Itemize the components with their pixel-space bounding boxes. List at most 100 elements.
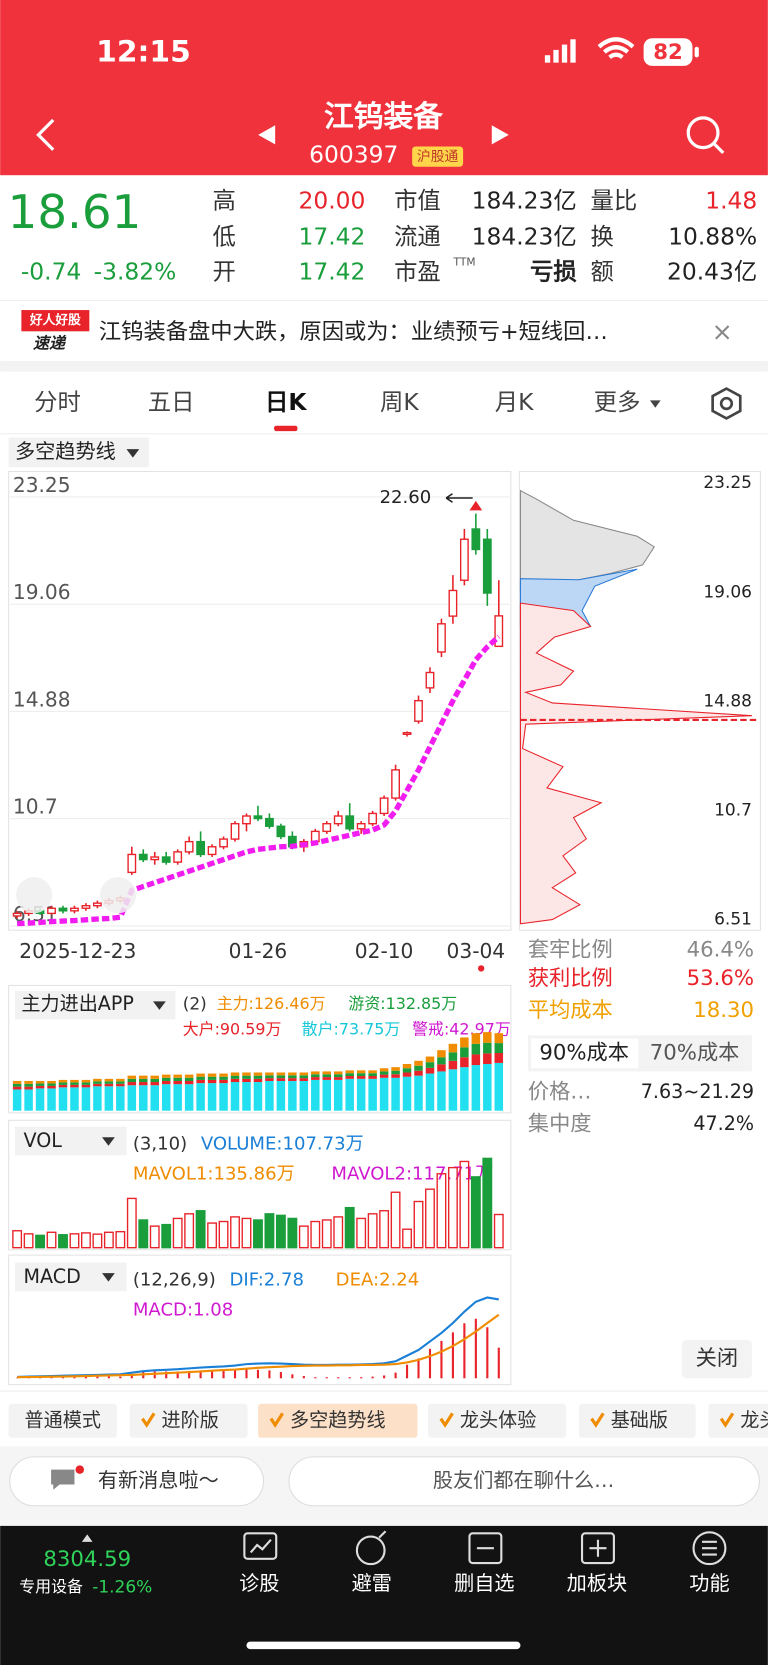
mode-tab[interactable]: 龙头 [740,1408,768,1431]
chat-left[interactable]: 有新消息啦～ [98,1468,219,1492]
profile-red [519,602,752,925]
macd-bar [405,1364,409,1379]
news-text[interactable]: 江钨装备盘中大跌，原因或为：业绩预亏+短线回… [99,319,608,345]
mode-tab[interactable]: 进阶版 [162,1408,219,1431]
mode-tab-bg[interactable] [258,1403,418,1438]
fund-top-part [494,1053,504,1063]
mode-tab-bg[interactable] [578,1403,696,1438]
today-dot [477,965,485,972]
candle-body [265,817,274,827]
fund-top-part [173,1080,182,1085]
fund-top-part [104,1081,114,1084]
fund-select[interactable] [15,990,176,1020]
bottom-item[interactable]: 功能 [689,1571,729,1595]
candle-body [414,699,423,722]
legend-item: DEA:2.24 [336,1270,420,1291]
fund-base [161,1084,171,1111]
indicator-select[interactable] [8,437,149,468]
close-button[interactable] [681,1340,752,1379]
fund-top-part [161,1077,171,1081]
fund-top-part [104,1083,114,1087]
bottom-item[interactable]: 避雷 [352,1571,392,1595]
mode-tab[interactable]: 龙头体验 [460,1408,536,1431]
fund-top-part [311,1071,320,1075]
macd-bar [428,1348,432,1379]
bottom-item[interactable]: 删自选 [454,1571,514,1595]
fund-top-part [35,1083,45,1086]
fund-top-part [402,1068,412,1073]
indicator-name: 多空趋势线 [15,439,116,463]
fund-top-part [494,1033,504,1044]
battery-tip [694,46,699,58]
fund-top-part [402,1063,412,1069]
macd-bar [222,1370,225,1379]
tab-underline [274,425,298,432]
volume-bar [310,1220,321,1249]
fund-top-part [184,1077,194,1081]
bottom-item[interactable]: 加板块 [567,1571,627,1595]
fund-base [196,1083,205,1111]
fullscreen-button[interactable] [99,877,137,914]
back-button[interactable] [36,118,55,151]
index-value[interactable]: 8304.59 [43,1547,131,1572]
close-label[interactable]: 关闭 [696,1346,738,1371]
tab[interactable]: 月K [495,388,534,416]
legend-item: 主力:126.46万 [217,994,326,1013]
cost-tab[interactable]: 90%成本 [539,1040,629,1065]
fund-top-part [345,1070,354,1074]
fund-top-part [219,1079,228,1084]
chat-input[interactable] [288,1456,760,1507]
candle-body [12,912,22,917]
mode-tab[interactable]: 多空趋势线 [290,1408,386,1431]
fund-base [368,1078,377,1111]
stat-label: 量比 [591,186,638,214]
fund-base [184,1084,194,1111]
mode-tab-bg[interactable] [428,1403,567,1438]
fund-top-part [230,1078,240,1083]
fund-top-part [116,1081,125,1084]
mode-tab-bg[interactable] [129,1403,248,1438]
index-pct[interactable]: -1.26% [92,1577,152,1597]
stock-name: 江钨装备 [324,99,443,134]
candle-body [150,856,160,861]
tab[interactable]: 日K [265,388,307,416]
x-tick-label: 02-10 [355,939,414,963]
fund-base [12,1089,22,1111]
index-name[interactable]: 专用设备 [19,1577,83,1596]
fund-top-part [471,1033,481,1044]
fund-base [311,1079,320,1111]
profile-tick-label: 10.7 [714,800,752,820]
cost-tab-active[interactable] [531,1038,639,1069]
news-close[interactable] [715,325,730,340]
chat-pill[interactable] [9,1456,265,1507]
fund-top-part [139,1075,148,1079]
search-icon[interactable] [686,116,720,150]
mode-tab-bg[interactable] [708,1403,768,1438]
tab[interactable]: 周K [380,388,419,416]
volume-bar [333,1216,344,1249]
tab[interactable]: 五日 [148,388,195,416]
settings-icon[interactable] [711,387,742,420]
mode-tab[interactable]: 普通模式 [25,1408,101,1431]
tab[interactable]: 分时 [34,388,81,416]
expand-button[interactable] [16,877,53,914]
fund-top-part [127,1075,137,1079]
battery [643,38,693,66]
macd-param: (12,26,9) [133,1270,216,1291]
high-annotation: 22.60 [380,487,432,508]
mode-tab-bg[interactable] [8,1403,117,1438]
fund-top-part [70,1082,79,1085]
fund-top-part [253,1078,263,1083]
fund-base [47,1088,56,1111]
fund-top-part [368,1076,377,1079]
cost-tab[interactable]: 70%成本 [650,1040,740,1065]
fund-base [265,1080,274,1111]
bottom-item[interactable]: 诊股 [239,1571,279,1595]
fund-top-part [150,1078,159,1083]
stat-label: 低 [213,222,236,250]
tab[interactable]: 更多 [594,388,641,416]
mode-tab[interactable]: 基础版 [611,1408,668,1431]
fund-top-part [219,1076,228,1080]
chat-right[interactable]: 股友们都在聊什么… [433,1468,614,1492]
